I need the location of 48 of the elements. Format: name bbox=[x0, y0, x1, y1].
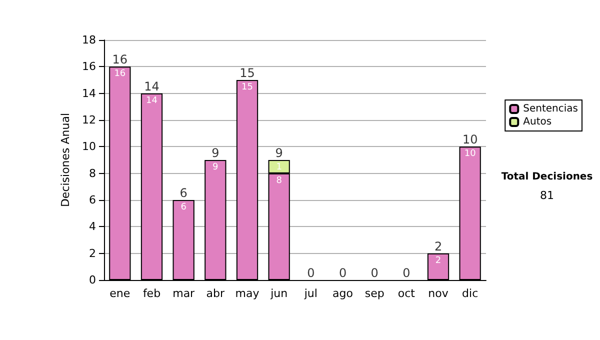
x-tick-label: jun bbox=[270, 287, 288, 300]
total-label: 0 bbox=[402, 266, 410, 280]
total-label: 0 bbox=[370, 266, 378, 280]
x-tick-label: ene bbox=[110, 287, 130, 300]
data-label: 14 bbox=[146, 96, 158, 106]
y-tick-label: 16 bbox=[82, 60, 96, 74]
x-tick-label: ago bbox=[332, 287, 354, 300]
y-tick-label: 12 bbox=[82, 114, 96, 126]
x-tick-label: oct bbox=[398, 287, 416, 300]
total-label: 6 bbox=[180, 186, 188, 200]
y-tick-label: 10 bbox=[82, 140, 96, 154]
x-tick-label: jul bbox=[303, 287, 318, 300]
y-axis-title: Decisiones Anual bbox=[59, 112, 72, 208]
data-label: 15 bbox=[242, 82, 253, 92]
total-label: 9 bbox=[212, 146, 220, 160]
total-label: 0 bbox=[307, 266, 315, 280]
x-tick-label: nov bbox=[428, 287, 449, 300]
legend-label: Autos bbox=[523, 116, 552, 128]
data-label: 8 bbox=[276, 176, 282, 186]
data-label: 10 bbox=[464, 149, 476, 160]
legend-label: Sentencias bbox=[523, 104, 578, 114]
total-label: 15 bbox=[240, 66, 255, 80]
text: Total Decisiones bbox=[501, 172, 593, 182]
y-tick-label: 14 bbox=[82, 86, 96, 100]
y-tick-label: 8 bbox=[89, 166, 96, 180]
total-label: 10 bbox=[462, 132, 478, 147]
x-tick-label: sep bbox=[364, 287, 384, 300]
total-label: 16 bbox=[112, 52, 128, 67]
data-label: 2 bbox=[435, 256, 442, 266]
y-tick-label: 4 bbox=[89, 220, 96, 234]
x-tick-label: feb bbox=[142, 287, 161, 300]
y-tick-label: 2 bbox=[89, 246, 96, 260]
y-tick-label: 6 bbox=[89, 194, 96, 206]
x-tick-label: may bbox=[235, 287, 260, 300]
y-tick-label: 18 bbox=[82, 34, 96, 46]
x-tick-label: mar bbox=[172, 287, 196, 300]
data-label: 1 bbox=[276, 162, 282, 172]
x-tick-label: abr bbox=[206, 287, 226, 300]
total-label: 2 bbox=[434, 239, 442, 254]
text: 81 bbox=[540, 189, 554, 202]
total-label: 0 bbox=[338, 266, 347, 280]
total-label: 9 bbox=[275, 146, 283, 160]
y-tick-label: 0 bbox=[89, 274, 96, 286]
data-label: 9 bbox=[212, 162, 219, 172]
data-label: 16 bbox=[114, 69, 126, 80]
total-label: 14 bbox=[144, 79, 160, 94]
x-tick-label: dic bbox=[462, 287, 478, 300]
data-label: 6 bbox=[180, 202, 187, 212]
